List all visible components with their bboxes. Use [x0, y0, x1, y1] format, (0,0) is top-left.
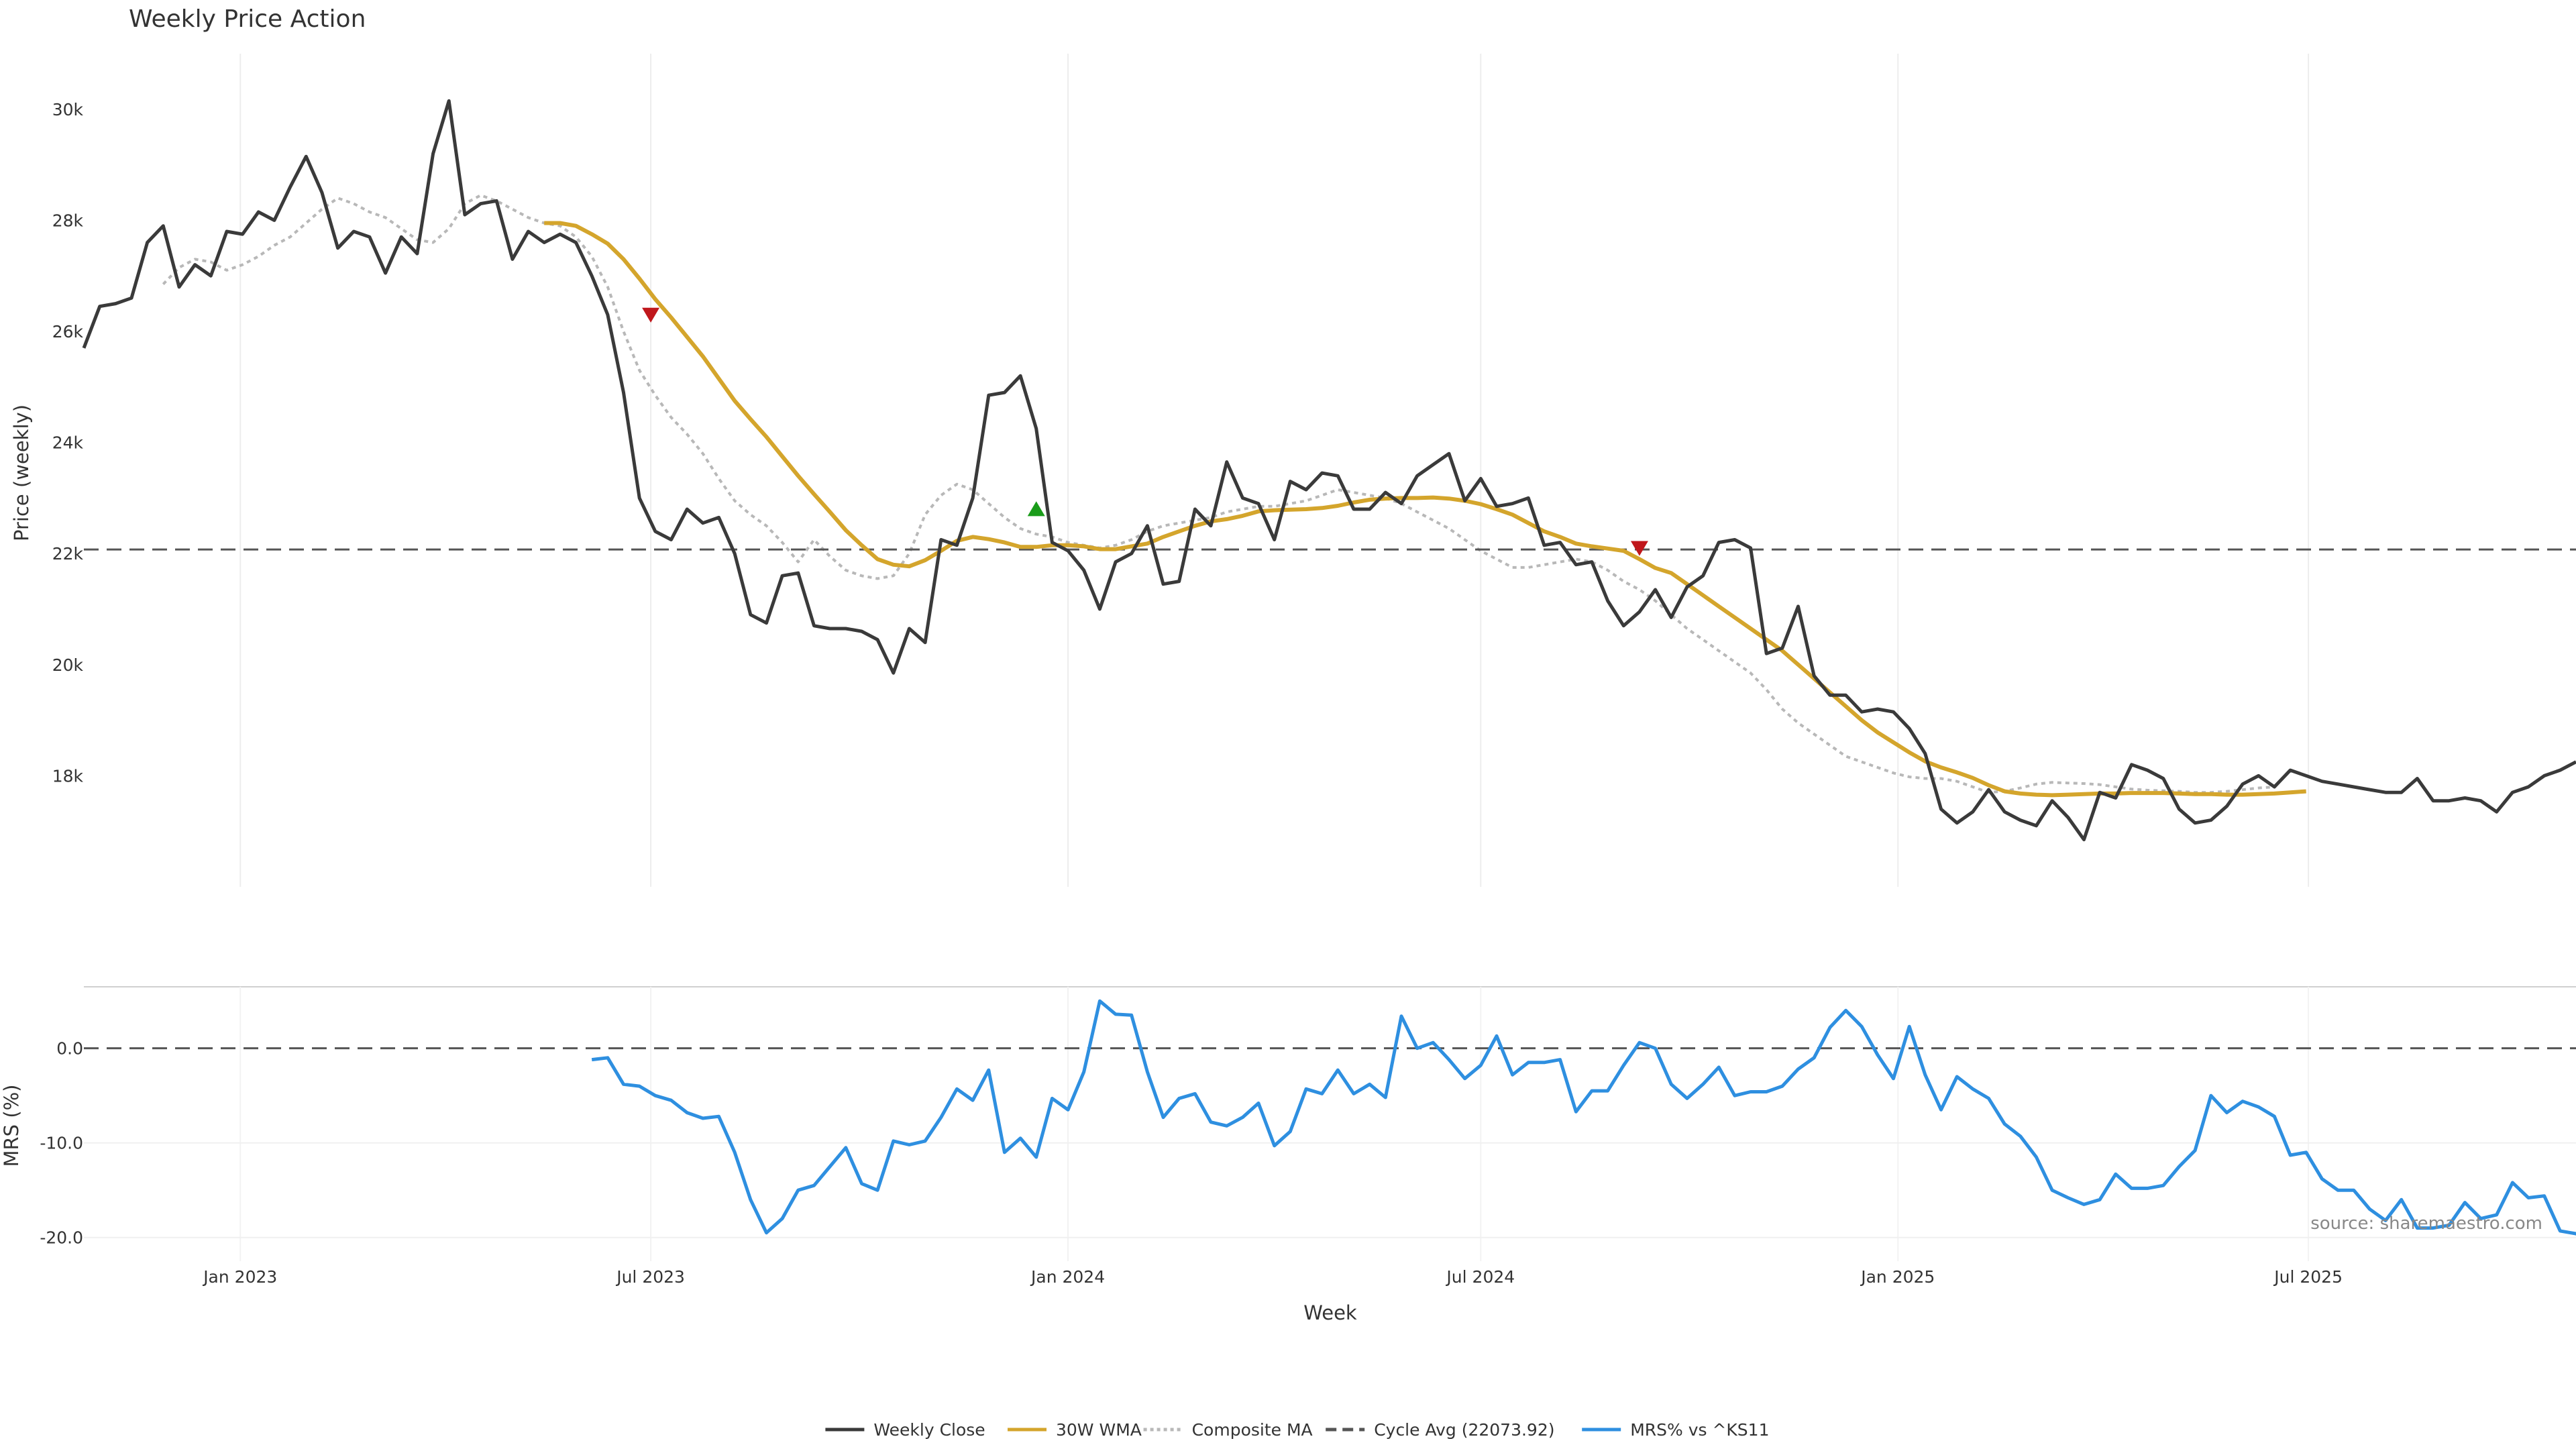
- legend-item: Weekly Close: [825, 1420, 985, 1440]
- series-mrs: [591, 999, 2576, 1236]
- sell-signal-marker: [1630, 541, 1648, 556]
- price-y-tick-label: 20k: [52, 655, 84, 675]
- mrs-y-ticks: 0.0 -10.0 -20.0: [40, 1039, 83, 1248]
- mrs-y-tick-label: -20.0: [40, 1228, 83, 1248]
- price-y-tick-label: 24k: [52, 433, 84, 453]
- mrs-y-tick-label: 0.0: [56, 1039, 83, 1059]
- legend-label: Cycle Avg (22073.92): [1374, 1420, 1554, 1440]
- price-y-tick-label: 28k: [52, 211, 84, 230]
- legend-label: Weekly Close: [873, 1420, 985, 1440]
- mrs-y-tick-label: -10.0: [40, 1134, 83, 1153]
- price-y-tick-label: 18k: [52, 766, 84, 786]
- legend-label: MRS% vs ^KS11: [1630, 1420, 1769, 1440]
- legend-item: Composite MA: [1143, 1420, 1313, 1440]
- x-ticks: Jan 2023 Jul 2023 Jan 2024 Jul 2024 Jan 2025…: [202, 1267, 2343, 1287]
- signal-markers: [642, 307, 1648, 556]
- price-y-tick-label: 26k: [52, 322, 84, 341]
- x-tick-label: Jul 2023: [615, 1267, 685, 1287]
- chart-title: Weekly Price Action: [129, 5, 366, 33]
- x-tick-label: Jan 2024: [1030, 1267, 1105, 1287]
- legend-item: Cycle Avg (22073.92): [1326, 1420, 1555, 1440]
- series-30w-wma: [544, 221, 2306, 798]
- series-weekly-close: [82, 99, 2576, 842]
- price-y-axis-title: Price (weekly): [10, 405, 33, 541]
- price-grid: [239, 54, 2310, 887]
- x-axis-title: Week: [1303, 1301, 1357, 1324]
- price-y-tick-label: 30k: [52, 100, 84, 119]
- price-series: [82, 99, 2576, 842]
- legend-item: MRS% vs ^KS11: [1582, 1420, 1770, 1440]
- price-y-tick-label: 22k: [52, 544, 84, 564]
- mrs-series: [84, 999, 2576, 1236]
- x-tick-label: Jul 2025: [2273, 1267, 2343, 1287]
- source-note: source: sharemaestro.com: [2310, 1214, 2542, 1234]
- sell-signal-marker: [642, 307, 660, 323]
- legend-label: 30W WMA: [1056, 1420, 1142, 1440]
- legend-item: 30W WMA: [1008, 1420, 1142, 1440]
- x-tick-label: Jul 2024: [1445, 1267, 1515, 1287]
- x-tick-label: Jan 2023: [202, 1267, 277, 1287]
- price-y-ticks: 18k 20k 22k 24k 26k 28k 30k: [52, 100, 84, 786]
- x-tick-label: Jan 2025: [1860, 1267, 1935, 1287]
- legend: Weekly Close 30W WMA Composite MA Cycle Avg…: [825, 1420, 1770, 1440]
- buy-signal-marker: [1027, 501, 1045, 517]
- mrs-y-axis-title: MRS (%): [0, 1085, 23, 1167]
- series-composite-ma: [162, 194, 2275, 794]
- legend-label: Composite MA: [1192, 1420, 1313, 1440]
- mrs-grid: [84, 987, 2576, 1261]
